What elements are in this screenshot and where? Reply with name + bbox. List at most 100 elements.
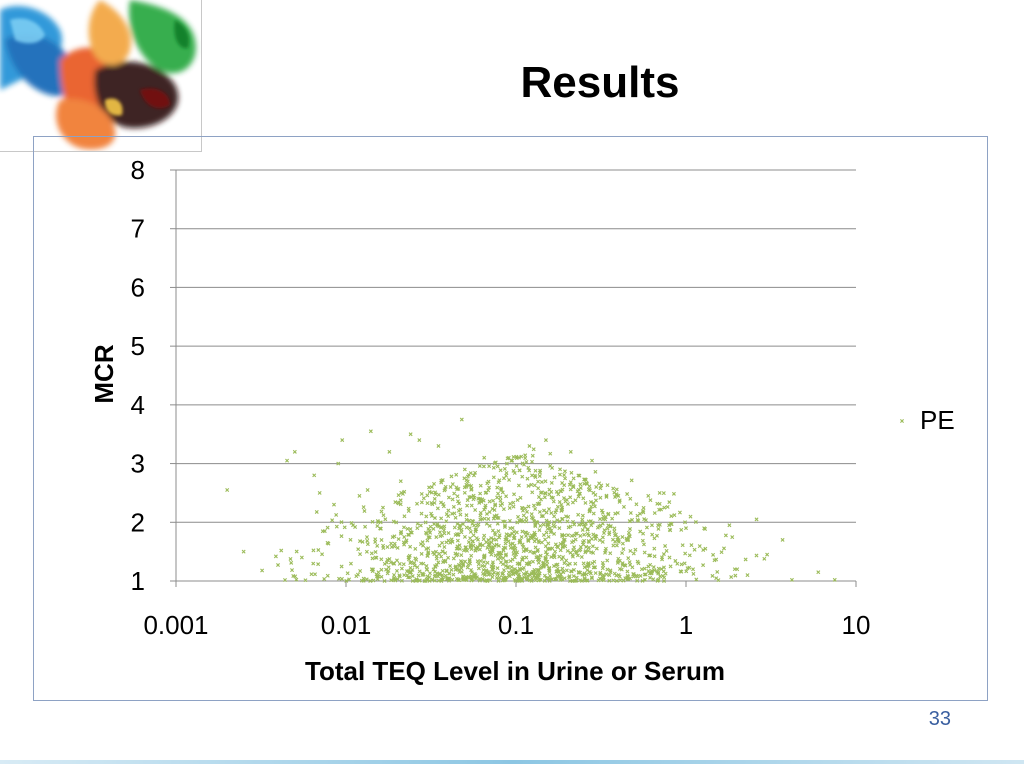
data-point (551, 564, 556, 568)
data-point (514, 530, 519, 535)
data-point (616, 539, 621, 544)
data-point (402, 535, 407, 539)
data-point (636, 518, 641, 523)
legend-label-pe: PE (920, 405, 955, 435)
data-point (586, 545, 591, 550)
data-point (543, 544, 548, 549)
data-point (493, 503, 498, 508)
data-point (464, 525, 469, 530)
data-point (520, 506, 525, 511)
data-point (590, 520, 595, 525)
data-point (423, 520, 428, 525)
data-point (433, 573, 438, 578)
data-point (615, 510, 620, 515)
data-point (503, 553, 508, 558)
data-point (677, 510, 682, 515)
data-point (672, 513, 677, 518)
data-point (455, 538, 460, 543)
data-point (583, 477, 588, 482)
data-point (260, 568, 265, 573)
data-point (580, 520, 585, 525)
data-point (410, 574, 415, 579)
data-point (363, 524, 368, 529)
data-point (583, 521, 588, 526)
data-point (418, 523, 423, 528)
data-point (495, 464, 500, 469)
data-point (754, 517, 759, 522)
data-point (589, 504, 594, 509)
data-point (532, 483, 537, 488)
data-point (369, 567, 374, 572)
data-point (631, 551, 636, 556)
data-point (464, 482, 469, 487)
data-point (697, 544, 702, 549)
y-tick-label: 7 (131, 214, 145, 244)
data-point (446, 555, 451, 560)
data-point (657, 507, 662, 512)
data-point (408, 561, 413, 565)
data-point (531, 447, 536, 452)
data-point (389, 545, 394, 549)
data-point (491, 465, 496, 470)
data-point (406, 557, 411, 562)
data-point (543, 537, 548, 542)
data-point (631, 574, 636, 579)
data-point (503, 541, 508, 546)
data-point (379, 557, 384, 562)
data-point (655, 569, 660, 574)
data-point (585, 562, 590, 567)
data-point (420, 540, 425, 545)
data-point (496, 491, 501, 496)
data-point (467, 526, 472, 531)
data-point (482, 455, 487, 460)
data-point (465, 503, 470, 508)
data-point (535, 547, 540, 552)
data-point (452, 525, 457, 530)
data-point (487, 510, 492, 515)
data-point (562, 537, 567, 542)
data-point (562, 469, 567, 474)
data-point (342, 525, 347, 530)
data-point (659, 555, 664, 560)
data-point (381, 513, 386, 518)
data-point (368, 429, 373, 434)
data-point (399, 578, 404, 583)
data-point (449, 567, 454, 572)
data-point (325, 525, 330, 530)
data-point (495, 485, 500, 490)
data-point (455, 499, 460, 504)
data-point (453, 515, 458, 520)
data-point (419, 491, 424, 496)
data-point (598, 570, 603, 575)
data-point (316, 548, 321, 553)
data-point (503, 563, 508, 568)
data-point (482, 564, 487, 569)
data-point (399, 566, 404, 571)
data-point (507, 574, 512, 579)
data-point (440, 568, 445, 573)
x-tick-label: 0.001 (143, 610, 208, 640)
data-point (628, 576, 633, 581)
legend-marker-pe (900, 419, 904, 423)
data-point (516, 514, 521, 519)
data-point (459, 417, 464, 422)
data-point (370, 556, 375, 561)
data-point (607, 530, 612, 535)
data-point (447, 576, 452, 581)
data-point (665, 504, 670, 509)
data-point (543, 555, 548, 560)
data-point (495, 495, 500, 500)
data-point (557, 472, 562, 477)
data-point (465, 548, 470, 553)
data-point (533, 468, 538, 473)
data-point (625, 537, 630, 542)
data-point (459, 566, 464, 571)
data-point (643, 518, 648, 523)
data-point (555, 562, 560, 567)
data-point (712, 558, 717, 563)
data-point (533, 522, 538, 527)
data-point (661, 552, 666, 557)
data-point (537, 509, 542, 514)
data-point (555, 574, 560, 578)
data-point (406, 532, 411, 537)
